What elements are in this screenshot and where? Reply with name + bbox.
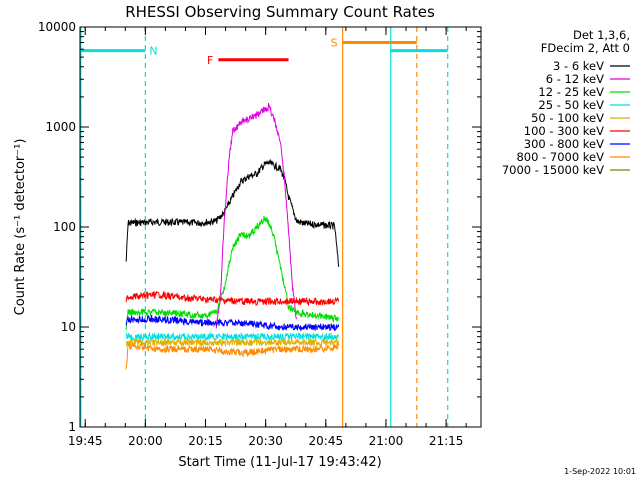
legend-header-line-1: Det 1,3,6, [573,28,630,42]
legend-label: 50 - 100 keV [531,111,604,125]
y-tick-label: 10000 [38,20,76,34]
x-tick-label: 20:15 [188,434,223,448]
legend-label: 6 - 12 keV [546,72,604,86]
x-tick-label: 20:45 [309,434,344,448]
series-line-7 [125,342,340,370]
legend-label: 300 - 800 keV [524,137,604,151]
x-tick-label: 20:00 [128,434,163,448]
legend-label: 12 - 25 keV [538,85,604,99]
saa-label: S [331,36,338,49]
series-line-4 [125,337,340,348]
legend-label: 800 - 7000 keV [516,150,604,164]
legend-label: 3 - 6 keV [553,59,604,73]
x-tick-label: 21:15 [429,434,464,448]
eclipse-label: N [149,45,157,58]
y-tick-label: 10 [61,320,76,334]
plot-frame [79,26,482,428]
footer-timestamp: 1-Sep-2022 10:01 [564,467,636,476]
series-line-3 [125,331,340,342]
series-line-1 [215,102,298,329]
flare-label: F [207,54,213,67]
y-tick-label: 100 [53,220,76,234]
x-axis: 19:45 20:00 20:15 20:30 20:45 21:00 21:15 [68,27,467,448]
legend-header-line-2: FDecim 2, Att 0 [541,41,630,55]
x-axis-label: Start Time (11-Jul-17 19:43:42) [178,455,381,470]
legend-label: 7000 - 15000 keV [502,163,604,177]
series-line-2 [125,216,340,331]
y-tick-label: 1000 [45,120,76,134]
series-line-6 [125,314,340,332]
legend-label: 100 - 300 keV [524,124,604,138]
plot-markers: N F S [80,27,449,427]
x-tick-label: 19:45 [68,434,103,448]
series-line-0 [125,158,340,267]
y-axis: 1 10 100 1000 10000 [38,20,481,434]
chart-title: RHESSI Observing Summary Count Rates [125,3,435,21]
y-axis-label: Count Rate (s⁻¹ detector⁻¹) [13,139,28,316]
x-tick-label: 21:00 [369,434,404,448]
series-line-5 [125,290,340,307]
y-tick-label: 1 [68,420,76,434]
plot-series [125,102,340,370]
legend-label: 25 - 50 keV [538,98,604,112]
x-tick-label: 20:30 [248,434,283,448]
